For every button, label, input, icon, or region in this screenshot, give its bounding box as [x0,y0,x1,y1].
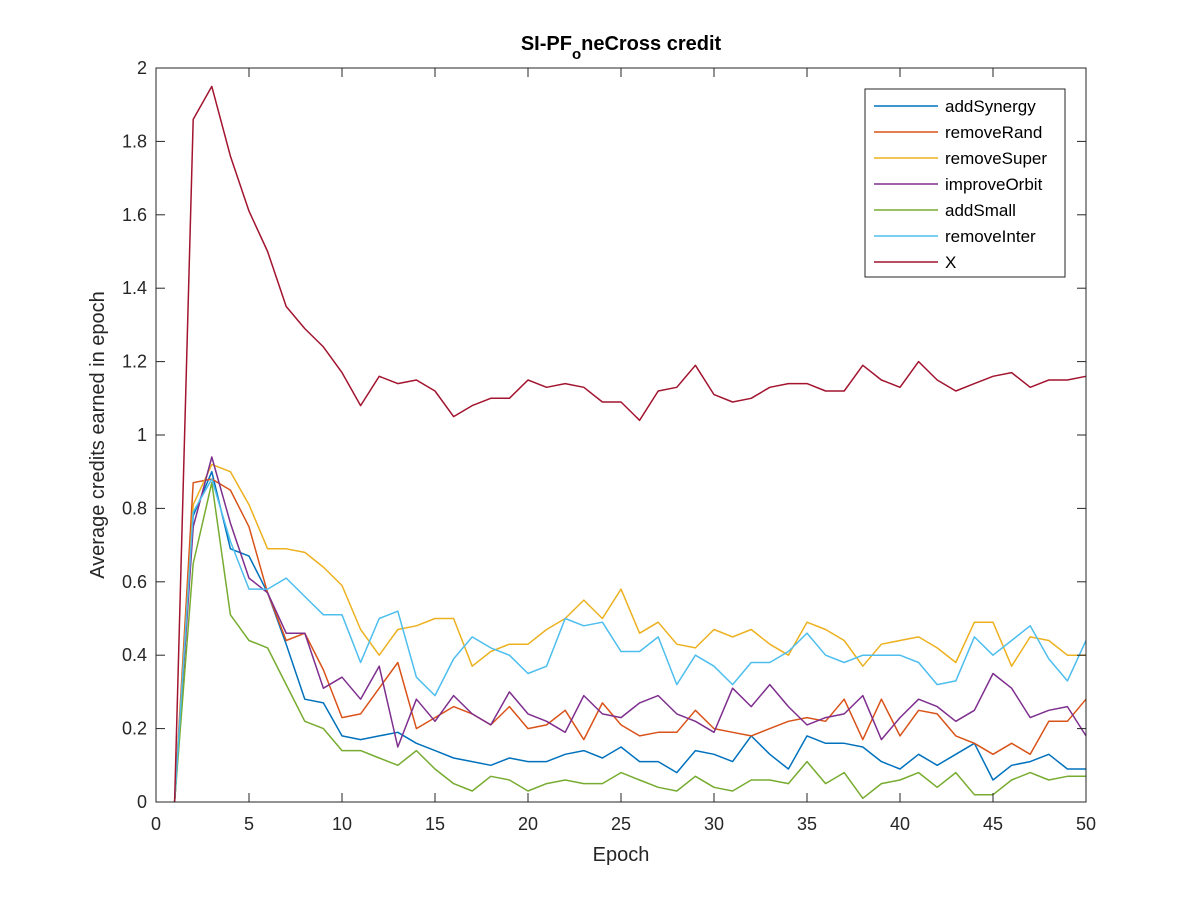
legend-box [864,88,1066,278]
legend-label-removeRand: removeRand [945,123,1042,142]
y-tick-label: 0 [137,792,147,812]
legend-label-improveOrbit: improveOrbit [945,175,1043,194]
legend-label-removeSuper: removeSuper [945,149,1047,168]
ticks-layer: 0 5 10 15 20 25 30 35 40 45 50 0 0.2 0.4 0.6 0.8 1 1.2 1.4… [122,58,1096,834]
legend-label-addSmall: addSmall [945,201,1016,220]
series-line-addSmall [173,481,1086,803]
series-line-improveOrbit [173,456,1087,803]
x-tick-label: 30 [704,814,724,834]
series-line-addSynergy [173,470,1086,803]
y-tick-label: 1.6 [122,205,147,225]
y-tick-label: 1.4 [122,278,147,298]
x-tick-label: 45 [983,814,1003,834]
x-tick-label: 20 [518,814,538,834]
chart-title-rest: neCross credit [581,33,721,55]
series-line-removeSuper [173,463,1086,803]
series-line-removeRand [173,478,1087,803]
x-tick-label: 15 [425,814,445,834]
y-tick-label: 1.2 [122,352,147,372]
legend-label-X: X [945,253,956,272]
x-tick-label: 5 [244,814,254,834]
series-line-removeInter [173,478,1087,803]
chart-title-subscript: o [572,46,581,63]
y-tick-label: 0.8 [122,498,147,518]
chart-title: SI-PFoneCross credit [521,33,722,63]
x-tick-label: 50 [1076,814,1096,834]
y-tick-label: 2 [137,58,147,78]
x-tick-label: 35 [797,814,817,834]
x-axis-label: Epoch [593,844,650,866]
y-tick-label: 0.4 [122,645,147,665]
chart-title-main: SI-PF [521,33,572,55]
series-line-X [173,85,1087,803]
y-tick-label: 1.8 [122,131,147,151]
y-tick-label: 1 [137,425,147,445]
legend-label-removeInter: removeInter [945,227,1036,246]
legend-label-addSynergy: addSynergy [945,97,1036,116]
x-tick-label: 10 [332,814,352,834]
series-layer [173,85,1087,803]
y-tick-label: 0.6 [122,572,147,592]
legend: addSynergy removeRand removeSuper improveOr… [864,88,1066,278]
x-tick-label: 40 [890,814,910,834]
plot-box [155,67,1087,803]
y-tick-label: 0.2 [122,719,147,739]
x-tick-label: 25 [611,814,631,834]
y-axis-label: Average credits earned in epoch [87,291,109,579]
x-tick-label: 0 [151,814,161,834]
